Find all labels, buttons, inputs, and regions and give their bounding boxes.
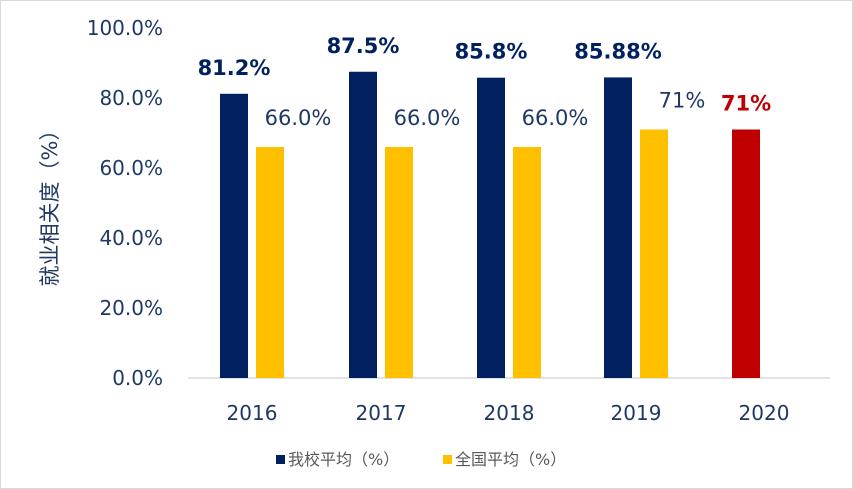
- legend-swatch-school: [276, 455, 285, 464]
- x-tick-label: 2017: [356, 401, 407, 425]
- y-tick-label: 40.0%: [99, 226, 163, 250]
- legend-label-school: 我校平均（%）: [288, 450, 399, 469]
- school-bar-2019: [604, 77, 632, 379]
- school-bar-2018: [477, 77, 505, 378]
- x-tick-label: 2020: [739, 401, 790, 425]
- legend-swatch-national: [443, 455, 452, 464]
- school-bar-2016: [220, 93, 248, 379]
- school-bar-2020: [732, 129, 760, 378]
- school-data-label: 87.5%: [327, 34, 400, 58]
- national-bar-2018: [513, 147, 541, 378]
- school-data-label: 71%: [721, 92, 771, 116]
- school-data-label: 81.2%: [198, 56, 271, 80]
- school-data-label: 85.8%: [455, 40, 528, 64]
- y-tick-label: 80.0%: [99, 86, 163, 110]
- national-bar-2016: [256, 147, 284, 378]
- national-data-label: 66.0%: [522, 106, 589, 130]
- x-tick-label: 2016: [227, 401, 278, 425]
- national-data-label: 66.0%: [265, 106, 332, 130]
- y-axis-label: 就业相关度（%）: [38, 120, 62, 287]
- school-data-label: 85.88%: [574, 39, 661, 63]
- legend: 我校平均（%） 全国平均（%）: [276, 450, 566, 469]
- x-tick-label: 2018: [484, 401, 535, 425]
- national-data-label: 71%: [659, 89, 706, 113]
- x-tick-label: 2019: [611, 401, 662, 425]
- y-tick-label: 0.0%: [112, 366, 163, 390]
- y-tick-label: 20.0%: [99, 296, 163, 320]
- national-data-label: 66.0%: [394, 106, 461, 130]
- national-bar-2017: [385, 147, 413, 378]
- y-tick-label: 100.0%: [87, 16, 163, 40]
- y-tick-label: 60.0%: [99, 156, 163, 180]
- school-bar-2017: [349, 71, 377, 378]
- legend-label-national: 全国平均（%）: [455, 450, 566, 469]
- national-bar-2019: [640, 129, 668, 378]
